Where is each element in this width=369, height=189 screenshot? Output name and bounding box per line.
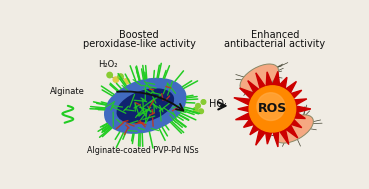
Ellipse shape — [240, 64, 279, 92]
Circle shape — [196, 104, 200, 108]
Text: Alginate: Alginate — [51, 88, 85, 96]
Text: Boosted: Boosted — [119, 30, 159, 40]
Text: ROS: ROS — [258, 102, 287, 115]
Circle shape — [193, 107, 198, 112]
Circle shape — [118, 74, 123, 79]
Circle shape — [124, 78, 130, 84]
Ellipse shape — [104, 78, 187, 134]
Circle shape — [257, 93, 285, 120]
Ellipse shape — [117, 88, 174, 123]
Polygon shape — [234, 71, 311, 147]
Circle shape — [249, 86, 296, 132]
Text: Enhanced: Enhanced — [251, 30, 299, 40]
Text: antibacterial activity: antibacterial activity — [224, 39, 325, 49]
Text: peroxidase-like activity: peroxidase-like activity — [83, 39, 196, 49]
Text: HO·: HO· — [209, 99, 227, 109]
Circle shape — [199, 109, 203, 114]
Circle shape — [107, 72, 113, 78]
Text: H₂O₂: H₂O₂ — [99, 60, 118, 69]
Text: Alginate-coated PVP-Pd NSs: Alginate-coated PVP-Pd NSs — [87, 146, 199, 155]
Circle shape — [113, 77, 118, 82]
Circle shape — [201, 100, 206, 104]
Ellipse shape — [275, 115, 313, 143]
